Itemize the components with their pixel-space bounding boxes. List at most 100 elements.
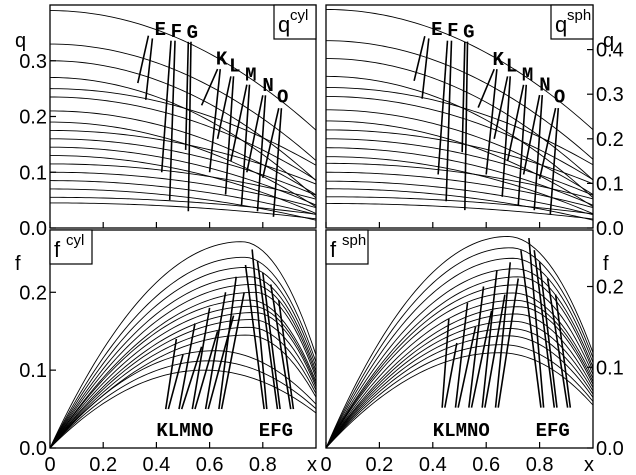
leader-line-12 <box>522 94 541 175</box>
series-curve-1 <box>49 43 317 161</box>
leader-line-5 <box>194 330 219 410</box>
x-tick-label: 0 <box>44 454 55 475</box>
series-curve-7 <box>325 299 594 449</box>
leader-line-9 <box>220 292 245 410</box>
y-tick-label: 0.2 <box>596 277 624 299</box>
x-tick-label: 0.6 <box>196 454 224 475</box>
leader-line-10 <box>520 250 542 408</box>
leader-line-7 <box>208 69 222 173</box>
x-tick-label: 0.2 <box>365 454 393 475</box>
series-curve-11 <box>325 156 594 215</box>
y-axis: 0.0 0.1 0.2 0.3q <box>15 30 56 240</box>
curve-letter-E: E <box>155 19 166 41</box>
series-curve-16 <box>326 196 594 215</box>
plot-frame <box>49 229 317 449</box>
leader-line-13 <box>538 262 558 408</box>
series-curve-2 <box>49 266 317 449</box>
leader-line-4 <box>191 307 211 410</box>
curve-letter-K: K <box>493 49 505 71</box>
curve-letter-O: O <box>554 87 565 109</box>
y-tick-label: 0.3 <box>596 84 624 106</box>
series-curve-0 <box>49 10 317 131</box>
leader-line-9 <box>501 76 512 197</box>
series-curve-13 <box>325 171 594 208</box>
series-curve-16 <box>50 196 317 215</box>
leader-line-8 <box>218 276 237 410</box>
leader-lines <box>136 35 283 217</box>
series-curve-9 <box>325 138 594 196</box>
leader-line-0 <box>164 338 178 410</box>
y-axis-label: q <box>603 30 614 52</box>
y-tick-label: 0.0 <box>596 438 624 460</box>
series-curve-1 <box>325 247 594 449</box>
y-tick-label: 0.3 <box>19 51 47 73</box>
panel-label-sup: sph <box>342 232 366 249</box>
leader-line-4 <box>184 41 190 150</box>
leader-line-13 <box>256 95 267 212</box>
leader-line-7 <box>484 294 506 408</box>
curve-letter-F: F <box>171 21 182 43</box>
plot-frame <box>325 229 594 449</box>
leader-line-3 <box>168 40 176 201</box>
leader-line-14 <box>538 107 557 180</box>
group-label-1: EFG <box>259 420 293 442</box>
series-curve-4 <box>325 276 594 449</box>
leader-line-11 <box>240 84 251 206</box>
series-curve-9 <box>325 313 594 449</box>
y-axis-label: f <box>15 253 21 275</box>
curve-family <box>325 9 594 221</box>
panel-label-main: q <box>278 12 290 37</box>
leader-line-6 <box>204 292 227 410</box>
leader-line-4 <box>461 41 466 153</box>
series-curve-12 <box>49 163 317 200</box>
series-curve-15 <box>49 188 317 221</box>
leader-line-12 <box>246 95 264 173</box>
curve-family <box>49 241 317 449</box>
curve-letter-F: F <box>447 20 458 42</box>
group-label-1: EFG <box>536 420 570 442</box>
curve-letter-G: G <box>463 22 474 44</box>
curve-family <box>49 10 317 221</box>
curve-letter-M: M <box>245 64 256 86</box>
leader-line-2 <box>178 323 196 410</box>
curve-letter-E: E <box>431 19 442 41</box>
leader-line-1 <box>421 38 430 99</box>
leader-line-15 <box>549 107 560 215</box>
y-axis-label: f <box>603 253 609 275</box>
leader-line-10 <box>230 84 248 162</box>
curve-letter-N: N <box>539 75 550 97</box>
series-curve-17 <box>49 202 317 220</box>
panel-label-box <box>325 229 369 265</box>
y-axis: 0.0 0.1 0.2 0.3 0.4q <box>587 30 624 240</box>
y-axis: 0.0 0.1 0.2 f <box>15 253 56 460</box>
panel-label-box <box>273 4 317 40</box>
leader-line-13 <box>533 95 544 211</box>
series-curve-1 <box>49 256 317 449</box>
panel-label: q cyl <box>273 4 317 40</box>
curve-letter-L: L <box>506 55 517 77</box>
series-curve-17 <box>326 203 594 220</box>
leader-line-0 <box>441 318 450 408</box>
series-curve-8 <box>325 129 594 185</box>
leader-line-9 <box>224 76 235 195</box>
series-curve-0 <box>325 9 594 130</box>
y-tick-label: 0.0 <box>596 218 624 240</box>
series-curve-14 <box>325 180 594 216</box>
leader-line-9 <box>497 278 520 408</box>
leader-line-6 <box>200 68 219 106</box>
panel-label: f sph <box>325 229 369 265</box>
series-curve-12 <box>325 335 594 449</box>
curve-letter-K: K <box>216 49 228 71</box>
group-label-0: KLMNO <box>433 420 490 442</box>
y-tick-label: 0.2 <box>19 107 47 129</box>
leader-line-11 <box>517 84 528 206</box>
y-tick-label: 0.2 <box>19 282 47 304</box>
panel-label-box <box>550 4 594 40</box>
y-tick-label: 0.4 <box>596 40 624 62</box>
x-tick-label: 0.8 <box>249 454 277 475</box>
x-axis-label: x <box>584 454 594 475</box>
series-curve-9 <box>49 319 317 449</box>
panel-label-box <box>49 229 93 265</box>
leader-line-12 <box>256 261 279 410</box>
leader-line-8 <box>493 76 509 139</box>
